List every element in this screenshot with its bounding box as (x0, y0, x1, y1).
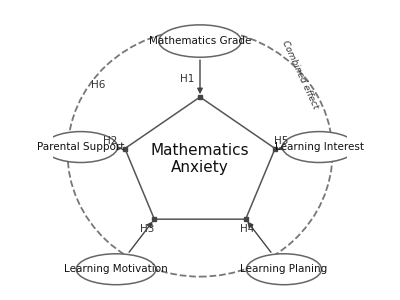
Text: Learning Planing: Learning Planing (240, 264, 328, 274)
Ellipse shape (246, 254, 322, 285)
Text: H4: H4 (240, 224, 254, 235)
Ellipse shape (76, 254, 156, 285)
Text: H2: H2 (103, 136, 117, 146)
Text: Parental Support: Parental Support (37, 142, 124, 152)
Text: H5: H5 (274, 136, 288, 146)
Text: Mathematics
Anxiety: Mathematics Anxiety (151, 142, 249, 175)
Text: H6: H6 (91, 80, 106, 90)
Text: Learning Motivation: Learning Motivation (64, 264, 168, 274)
Ellipse shape (44, 132, 118, 163)
Text: Combined effect: Combined effect (280, 39, 320, 110)
Text: Mathematics Grade: Mathematics Grade (149, 36, 251, 46)
Ellipse shape (282, 132, 356, 163)
Ellipse shape (159, 25, 241, 57)
Text: H3: H3 (140, 224, 154, 235)
Text: Learning Interest: Learning Interest (275, 142, 364, 152)
Text: H1: H1 (180, 74, 194, 84)
